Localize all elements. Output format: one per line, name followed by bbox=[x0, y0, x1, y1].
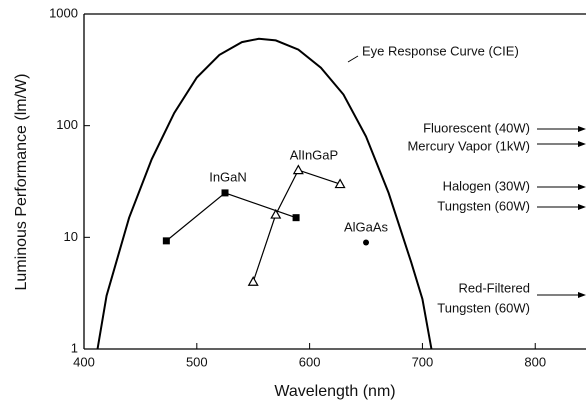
arrow-head bbox=[578, 292, 586, 298]
arrow-head bbox=[578, 184, 586, 190]
series-line bbox=[96, 37, 433, 350]
leader-line bbox=[347, 55, 359, 63]
lamp-label: Red-Filtered bbox=[458, 280, 530, 295]
point bbox=[334, 178, 346, 189]
y-tick-label: 1000 bbox=[49, 5, 78, 20]
y-tick-label: 1 bbox=[71, 340, 78, 355]
x-axis-title: Wavelength (nm) bbox=[274, 383, 395, 400]
lamp-label: Tungsten (60W) bbox=[437, 198, 530, 213]
point bbox=[247, 276, 259, 286]
series-label: Eye Response Curve (CIE) bbox=[362, 43, 519, 58]
x-tick-label: 600 bbox=[299, 354, 321, 369]
y-tick-label: 10 bbox=[64, 229, 78, 244]
y-tick-label: 100 bbox=[56, 117, 78, 132]
point bbox=[292, 214, 300, 222]
point bbox=[363, 239, 370, 246]
x-tick-label: 400 bbox=[73, 354, 95, 369]
lamp-label: Fluorescent (40W) bbox=[423, 120, 530, 135]
series-label: AlGaAs bbox=[344, 219, 389, 234]
arrow-head bbox=[578, 141, 586, 147]
x-tick-label: 700 bbox=[412, 354, 434, 369]
point bbox=[292, 164, 304, 175]
series-label: AlInGaP bbox=[290, 147, 338, 162]
point bbox=[270, 208, 282, 219]
point bbox=[162, 237, 170, 245]
lamp-label: Halogen (30W) bbox=[443, 178, 530, 193]
arrow-head bbox=[578, 126, 586, 132]
lamp-label: Tungsten (60W) bbox=[437, 300, 530, 315]
series-label: InGaN bbox=[209, 169, 247, 184]
series-line bbox=[252, 169, 341, 282]
arrow-head bbox=[578, 204, 586, 210]
x-tick-label: 500 bbox=[186, 354, 208, 369]
point bbox=[221, 189, 229, 197]
x-tick-label: 800 bbox=[524, 354, 546, 369]
y-axis-title: Luminous Performance (lm/W) bbox=[13, 74, 30, 291]
lamp-label: Mercury Vapor (1kW) bbox=[407, 138, 530, 153]
